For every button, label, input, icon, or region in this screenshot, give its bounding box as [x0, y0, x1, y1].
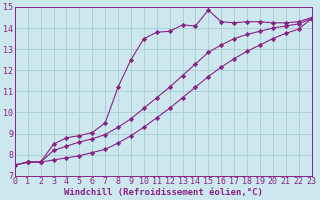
X-axis label: Windchill (Refroidissement éolien,°C): Windchill (Refroidissement éolien,°C): [64, 188, 263, 197]
